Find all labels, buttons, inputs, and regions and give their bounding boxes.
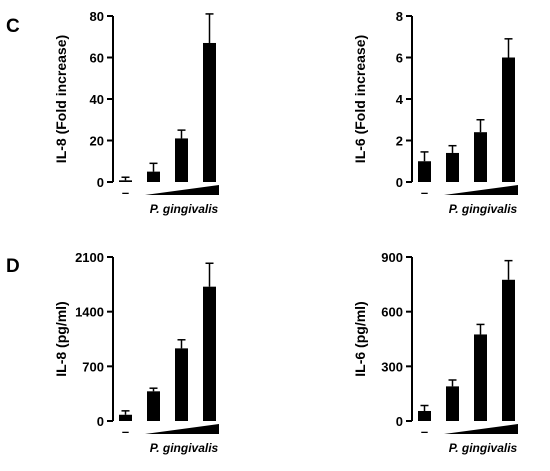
dose-wedge [145, 424, 219, 434]
bar [203, 286, 216, 421]
bar [119, 180, 132, 182]
bar [474, 334, 487, 421]
y-tick-label: 40 [90, 92, 104, 107]
control-label: – [421, 185, 428, 200]
x-axis-title: P. gingivalis [150, 202, 219, 216]
dose-wedge [444, 185, 518, 195]
y-tick-label: 60 [90, 51, 104, 66]
y-tick-label: 20 [90, 134, 104, 149]
bar [175, 348, 188, 421]
y-tick-label: 700 [82, 359, 104, 374]
y-tick-label: 6 [396, 51, 403, 66]
chart-d-right: 0 300 600 900 IL-6 (pg/ml) – P. gingivalis [352, 250, 518, 455]
chart-d-left: 0 700 1400 2100 IL-8 (pg/ml) – P. gingivalis [53, 250, 219, 455]
y-tick-label: 4 [396, 92, 404, 107]
y-axis-title: IL-8 (Fold increase) [53, 35, 69, 163]
y-tick-label: 2 [396, 134, 403, 149]
y-tick-label: 0 [97, 175, 104, 190]
bar [502, 279, 515, 421]
bar [418, 161, 431, 182]
bar [147, 171, 160, 182]
dose-wedge [444, 424, 518, 434]
panel-letter-d: D [6, 256, 20, 277]
control-label: – [122, 424, 129, 439]
control-label: – [122, 185, 129, 200]
dose-wedge [145, 185, 219, 195]
bar [446, 152, 459, 182]
bar [474, 132, 487, 182]
bar [119, 414, 132, 421]
y-tick-label: 0 [396, 175, 403, 190]
bar [446, 386, 459, 421]
bar [203, 42, 216, 182]
y-axis-title: IL-6 (Fold increase) [352, 35, 368, 163]
bar [147, 391, 160, 421]
y-tick-label: 600 [381, 305, 403, 320]
y-axis-title: IL-8 (pg/ml) [53, 301, 69, 376]
bar [418, 410, 431, 421]
y-tick-label: 900 [381, 250, 403, 265]
chart-c-left: 0 20 40 60 80 IL-8 (Fold increase) – P. gingiva… [53, 9, 219, 216]
chart-c-right: 0 2 4 6 8 IL-6 (Fold increase) – P. gingivalis [352, 9, 518, 216]
bar [175, 138, 188, 182]
y-tick-label: 2100 [75, 250, 104, 265]
y-tick-label: 0 [396, 414, 403, 429]
y-axis-title: IL-6 (pg/ml) [352, 301, 368, 376]
y-tick-label: 1400 [75, 305, 104, 320]
bar [502, 57, 515, 182]
y-tick-label: 300 [381, 359, 403, 374]
y-tick-label: 80 [90, 9, 104, 24]
y-tick-label: 0 [97, 414, 104, 429]
control-label: – [421, 424, 428, 439]
x-axis-title: P. gingivalis [150, 441, 219, 455]
panel-letter-c: C [6, 16, 20, 37]
y-tick-label: 8 [396, 9, 403, 24]
x-axis-title: P. gingivalis [449, 441, 518, 455]
x-axis-title: P. gingivalis [449, 202, 518, 216]
